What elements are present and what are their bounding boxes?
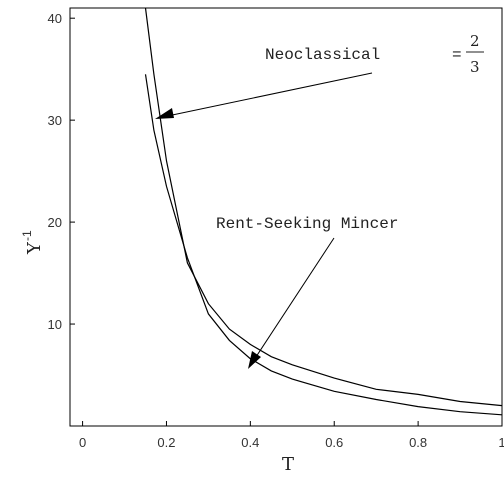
y-axis-label-sup: -1	[20, 230, 34, 241]
neoclassical-arrow-shaft	[157, 72, 373, 119]
x-tick-label: 1	[498, 435, 504, 450]
x-axis-label: T	[282, 454, 294, 475]
x-axis-ticks: 0 0.2 0.4 0.6 0.8 1	[79, 421, 504, 450]
x-tick-label: 0	[79, 435, 86, 450]
y-tick-label: 40	[48, 11, 62, 26]
x-tick-label: 0.8	[409, 435, 427, 450]
rent-seeking-arrow-head	[248, 351, 261, 369]
y-axis-label: Y -1	[20, 230, 45, 255]
x-tick-label: 0.6	[325, 435, 343, 450]
rent-seeking-label: Rent-Seeking Mincer	[216, 215, 398, 233]
x-tick-label: 0.4	[241, 435, 259, 450]
neoclassical-label: Neoclassical	[265, 46, 380, 64]
neoclassical-curve	[144, 7, 503, 407]
neoclassical-arrow-head	[155, 108, 174, 119]
curves	[144, 7, 503, 416]
y-tick-label: 30	[48, 113, 62, 128]
y-axis-ticks: 10 20 30 40	[48, 11, 75, 332]
y-axis-label-text: Y	[24, 241, 45, 255]
y-tick-label: 10	[48, 317, 62, 332]
neoclassical-frac-num: 2	[470, 32, 480, 50]
y-tick-label: 20	[48, 215, 62, 230]
rent-seeking-curve	[144, 74, 503, 416]
neoclassical-equals: =	[452, 46, 462, 64]
rent-seeking-arrow-shaft	[249, 237, 335, 367]
plot-frame	[69, 7, 503, 427]
neoclassical-frac-den: 3	[470, 58, 480, 76]
x-tick-label: 0.2	[157, 435, 175, 450]
